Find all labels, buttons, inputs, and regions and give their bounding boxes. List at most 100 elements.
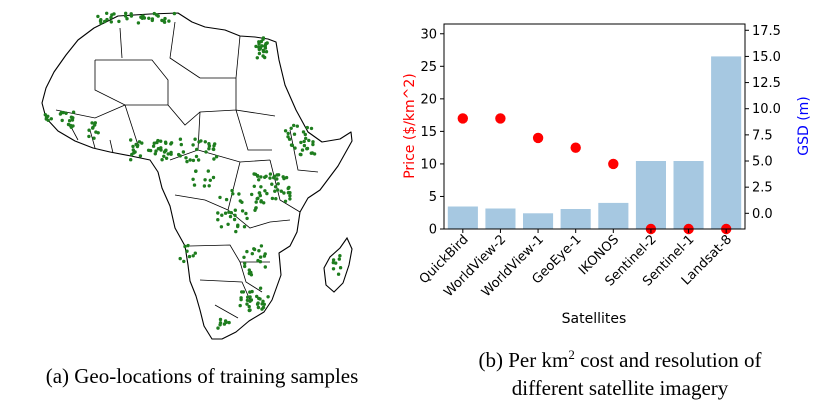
sample-point (263, 189, 267, 193)
sample-point (276, 188, 280, 192)
right-axis-label: GSD (m) (796, 96, 812, 156)
madagascar-outline (323, 236, 353, 293)
sample-point (218, 321, 223, 325)
sample-point (288, 197, 292, 201)
sample-point (46, 118, 50, 123)
right-tick-label: 7.5 (752, 128, 773, 143)
sample-point (220, 213, 224, 217)
right-tick-label: 15.0 (752, 50, 781, 65)
sample-point (207, 184, 211, 188)
sample-point (286, 135, 290, 139)
sample-point (279, 189, 283, 193)
sample-point (191, 143, 195, 147)
sample-point (249, 273, 254, 277)
sample-point (192, 183, 197, 187)
sample-point (290, 143, 295, 148)
sample-point (254, 44, 258, 49)
sample-point (195, 147, 199, 152)
sample-point (268, 176, 272, 180)
sample-point (181, 150, 186, 154)
sample-point (218, 195, 222, 200)
sample-point (230, 188, 234, 193)
sample-point (263, 55, 267, 60)
sample-point (247, 268, 251, 272)
sample-point (292, 132, 297, 136)
sample-point (286, 191, 291, 195)
sample-point (216, 218, 220, 222)
sample-point (182, 259, 186, 264)
sample-point (258, 286, 263, 290)
sample-point (147, 16, 151, 20)
sample-point (287, 137, 292, 141)
sample-point (273, 185, 278, 189)
sample-point (263, 265, 267, 269)
sample-point (244, 211, 248, 216)
sample-point (153, 152, 157, 156)
sample-point (255, 197, 259, 201)
sample-point (261, 299, 265, 303)
sample-point (331, 258, 336, 262)
price-points (457, 113, 732, 235)
sample-point (336, 272, 341, 276)
sample-point (194, 154, 199, 159)
sample-point (236, 224, 240, 229)
sample-point (132, 151, 136, 155)
sample-point (148, 148, 153, 153)
sample-point (191, 158, 196, 163)
sample-point (167, 19, 171, 23)
price-point-worldview-2 (495, 113, 506, 124)
sample-point (250, 192, 254, 197)
sample-point (309, 151, 313, 155)
sample-point (307, 138, 311, 143)
sample-point (268, 172, 273, 176)
sample-point (243, 264, 247, 269)
sample-point (191, 177, 195, 181)
sample-point (214, 155, 219, 159)
sample-point (305, 147, 309, 151)
left-tick-label: 15 (420, 125, 437, 140)
sample-point (138, 154, 143, 158)
sample-point (204, 150, 208, 154)
sample-point (172, 11, 177, 16)
sample-point (71, 124, 75, 128)
sample-point (254, 200, 258, 204)
sample-point (240, 290, 244, 294)
sample-point (169, 141, 174, 145)
price-point-ikonos (608, 158, 619, 170)
sample-point (283, 199, 288, 203)
sample-point (140, 16, 144, 20)
sample-point (256, 301, 260, 305)
sample-point (300, 148, 305, 152)
sample-point (212, 157, 216, 161)
sample-point (191, 254, 195, 258)
sample-point (105, 11, 109, 15)
sample-point (194, 169, 198, 173)
satellite-cost-chart: 0 5 10 15 20 25 30 0.0 2.5 5.0 7.5 10.0 12.5 15.0 17.… (402, 23, 812, 327)
sample-point (218, 317, 223, 322)
sample-point (260, 44, 264, 48)
sample-point (293, 146, 297, 150)
sample-point (224, 197, 229, 202)
sample-point (92, 136, 96, 140)
sample-point (238, 199, 242, 203)
sample-point (179, 142, 183, 147)
gsd-bar-worldview-2 (485, 208, 516, 229)
sample-point (299, 140, 303, 145)
sample-point (163, 140, 168, 144)
sample-point (311, 140, 315, 144)
country-borders (55, 21, 319, 319)
sample-point (207, 144, 212, 148)
sample-point (245, 216, 249, 221)
sample-point (302, 143, 307, 148)
sample-point (238, 303, 242, 308)
sample-point (288, 194, 292, 198)
sample-point (274, 197, 278, 201)
sample-point (58, 112, 63, 116)
sample-point (87, 134, 91, 139)
sample-point (233, 208, 237, 212)
sample-point (187, 254, 192, 259)
sample-point (64, 111, 68, 116)
sample-point (263, 43, 267, 47)
africa-outline (41, 12, 353, 340)
sample-point (270, 182, 274, 186)
